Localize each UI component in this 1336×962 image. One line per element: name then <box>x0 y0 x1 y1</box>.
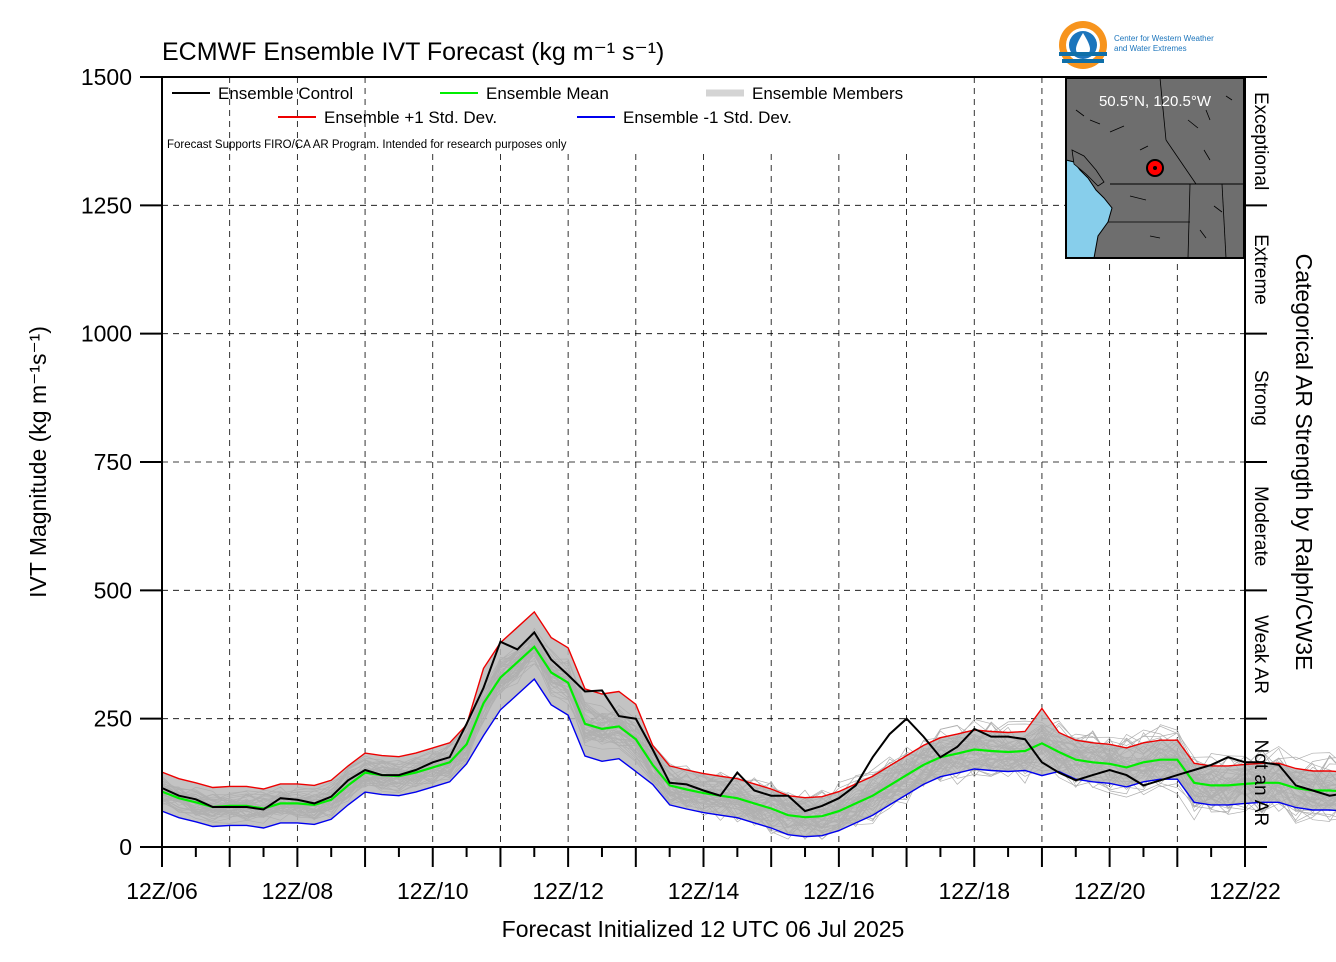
category-axis: Not an AR Weak AR Moderate Strong Extreme Exc… <box>1245 76 1271 848</box>
x-tick-label: 12Z/22 <box>1209 878 1281 904</box>
logo-text-line2: and Water Extremes <box>1114 44 1187 53</box>
category-label: Exceptional <box>1250 92 1271 190</box>
logo-text-line1: Center for Western Weather <box>1114 34 1214 43</box>
logo-wave-2 <box>1062 59 1104 63</box>
x-tick-label: 12Z/10 <box>397 878 469 904</box>
ensemble-member-line <box>161 636 1336 821</box>
ensemble-member-line <box>161 654 1336 837</box>
map-state-border-3 <box>1221 183 1227 259</box>
map-state-border <box>1187 183 1191 259</box>
map-rivers <box>1075 95 1233 239</box>
ensemble-member-line <box>161 639 1336 829</box>
x-axis-title: Forecast Initialized 12 UTC 06 Jul 2025 <box>502 916 905 942</box>
ensemble-mean-line <box>161 645 1336 819</box>
logo-wave-1 <box>1059 52 1107 56</box>
x-tick-label: 12Z/20 <box>1074 878 1146 904</box>
map-frame <box>1065 77 1245 259</box>
map-location-label: 50.5°N, 120.5°W <box>1099 93 1212 110</box>
legend-label: Ensemble Mean <box>486 84 609 103</box>
ensemble-member-line <box>161 637 1336 807</box>
x-tick-label: 12Z/08 <box>262 878 334 904</box>
legend-label: Ensemble +1 Std. Dev. <box>324 108 497 127</box>
x-tick-label: 12Z/16 <box>803 878 875 904</box>
y-tick-label: 1000 <box>81 321 132 347</box>
y-tick-label: 250 <box>94 706 132 732</box>
y-tick-label: 0 <box>119 834 132 860</box>
category-label: Moderate <box>1250 486 1271 566</box>
legend-label: Ensemble Control <box>218 84 353 103</box>
ensemble-member-line <box>161 647 1336 814</box>
inset-map: 50.5°N, 120.5°W <box>1065 77 1245 259</box>
x-tick-label: 12Z/06 <box>126 878 198 904</box>
x-tick-label: 12Z/12 <box>532 878 604 904</box>
ensemble-member-line <box>161 647 1336 822</box>
ensemble-member-line <box>161 643 1336 814</box>
y-tick-label: 1250 <box>81 192 132 218</box>
y-tick-label: 750 <box>94 449 132 475</box>
y-axis-title: IVT Magnitude (kg m⁻¹s⁻¹) <box>25 326 51 598</box>
cw3e-logo: Center for Western Weather and Water Ext… <box>1059 21 1214 69</box>
map-island <box>1071 149 1105 187</box>
x-tick-label: 12Z/18 <box>938 878 1010 904</box>
water-drop-icon <box>1076 33 1090 56</box>
legend-label: Ensemble -1 Std. Dev. <box>623 108 792 127</box>
ensemble-control-line <box>161 630 1336 813</box>
y-axis: 0 250 500 750 1000 1250 1500 <box>81 64 162 860</box>
legend-label: Ensemble Members <box>752 84 903 103</box>
y-tick-label: 1500 <box>81 64 132 90</box>
map-province-border <box>1159 77 1167 141</box>
map-ocean <box>1066 160 1112 258</box>
std-dev-minus-line <box>161 678 1336 838</box>
category-label: Strong <box>1250 370 1271 426</box>
location-marker-center <box>1153 166 1157 170</box>
ensemble-member-line <box>161 642 1336 812</box>
legend: Ensemble Control Ensemble Mean Ensemble Me… <box>172 84 903 127</box>
chart-title: ECMWF Ensemble IVT Forecast (kg m⁻¹ s⁻¹) <box>162 38 664 66</box>
disclaimer-note: Forecast Supports FIRO/CA AR Program. In… <box>167 139 567 151</box>
category-label: Not an AR <box>1250 740 1271 827</box>
y-tick-label: 500 <box>94 577 132 603</box>
right-axis-title: Categorical AR Strength by Ralph/CW3E <box>1291 254 1317 671</box>
category-label: Weak AR <box>1250 615 1271 694</box>
x-tick-label: 12Z/14 <box>668 878 740 904</box>
map-province-border-2 <box>1165 139 1197 185</box>
ensemble-member-line <box>161 663 1336 827</box>
x-axis: 12Z/06 12Z/08 12Z/10 12Z/12 12Z/14 12Z/16 12Z/… <box>126 847 1281 904</box>
category-label: Extreme <box>1250 234 1271 305</box>
